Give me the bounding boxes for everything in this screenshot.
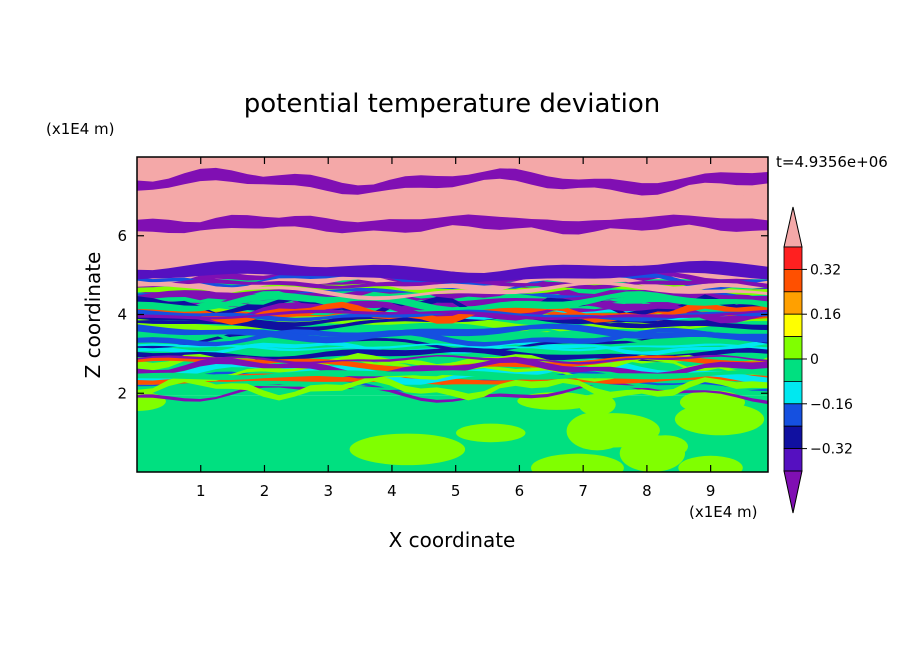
field-filament [137,355,768,373]
y-axis: 2 4 6 [117,227,768,402]
field-band [137,260,768,284]
field-filament [137,381,768,390]
x-tick-label: 4 [387,482,397,500]
x-tick-label: 3 [323,482,333,500]
x-tick-label: 6 [515,482,525,500]
colorbar-bottom-arrow [783,470,803,514]
colorbar-segment [783,313,803,338]
x-unit-label: (x1E4 m) [689,503,758,521]
colorbar-segment [783,448,803,472]
colorbar-segment [783,425,803,450]
field-filament [137,310,768,327]
x-tick-label: 9 [706,482,716,500]
field-band [137,214,768,235]
field-filament [137,274,768,293]
field-filament [137,354,768,365]
x-axis-label: X coordinate [389,528,516,552]
field-blob [642,435,688,458]
x-axis: 1 2 3 4 5 6 7 8 9 [196,157,715,500]
field-band [137,167,768,196]
y-tick-label: 4 [117,306,127,324]
field-filament [137,343,768,352]
x-tick-label: 8 [642,482,652,500]
colorbar-label: −0.32 [810,442,853,458]
x-tick-label: 1 [196,482,206,500]
y-axis-label: Z coordinate [81,252,105,379]
colorbar-segment [783,291,803,315]
y-tick-label: 2 [117,384,127,402]
field-filament [137,323,768,344]
y-tick-label: 6 [117,227,127,245]
field-filament [137,327,768,347]
colorbar-segment [783,336,803,360]
x-tick-label: 2 [260,482,270,500]
field-blob [531,453,624,472]
field-filament [137,309,768,321]
field-filament [137,278,768,290]
field-blob [349,433,466,466]
field-filament [137,291,768,314]
colorbar-segment [783,358,803,382]
colorbar-segment [783,246,803,270]
field-filament [137,381,768,405]
y-unit-label: (x1E4 m) [46,120,115,138]
field-band [137,157,768,172]
field-band [137,190,768,212]
field-filament [137,369,768,380]
colorbar-segment [783,380,803,405]
time-label: t=4.9356e+06 [776,153,888,171]
field-filament [137,380,768,394]
field-filament [137,375,768,401]
colorbar-segment [783,403,803,427]
x-tick-label: 7 [578,482,588,500]
chart-title: potential temperature deviation [244,89,660,119]
field-filament [137,356,768,380]
colorbar-segment [783,268,803,293]
colorbar: 0.32 0.16 0 −0.16 −0.32 [783,206,853,514]
colorbar-label: 0.16 [810,307,841,323]
colorbar-label: 0.32 [810,262,841,278]
field-filament [137,281,768,301]
field-band [137,236,768,259]
field-blob [456,423,526,443]
contour-field [137,157,768,472]
field-filament [137,299,768,324]
field-filament [137,340,768,356]
field-filament [137,294,768,319]
field-blob [678,455,743,472]
field-filament [137,309,768,322]
x-tick-label: 5 [451,482,461,500]
colorbar-label: −0.16 [810,397,853,413]
colorbar-top-arrow [783,206,803,248]
colorbar-label: 0 [810,352,819,368]
field-blob [679,390,746,415]
